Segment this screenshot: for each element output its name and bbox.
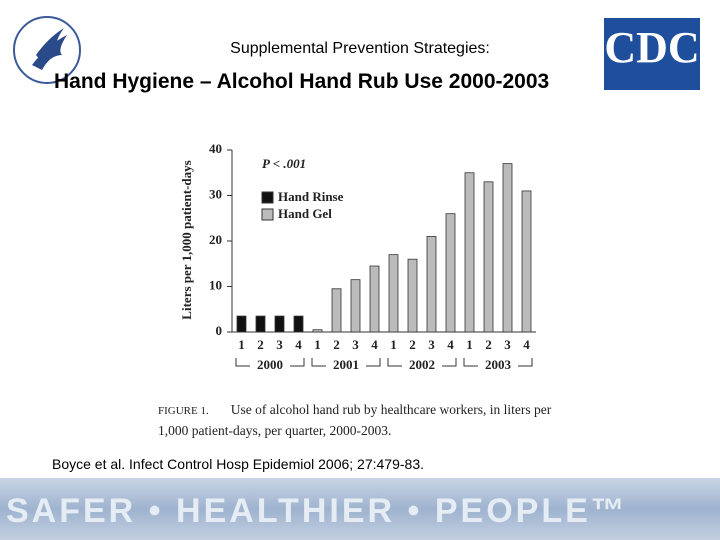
bar	[369, 265, 380, 333]
bar	[255, 315, 266, 333]
x-tick-label: 2	[257, 337, 264, 352]
x-tick-label: 4	[295, 337, 302, 352]
figure-caption: FIGURE 1. Use of alcohol hand rub by heal…	[158, 400, 578, 440]
y-tick-label: 0	[216, 323, 223, 338]
group-bracket	[311, 358, 381, 367]
x-tick-label: 3	[276, 337, 283, 352]
legend-swatch	[261, 191, 274, 204]
bar	[236, 315, 247, 333]
bar	[312, 329, 323, 333]
bar	[464, 172, 475, 333]
group-bracket	[235, 358, 305, 367]
group-label: 2002	[409, 357, 435, 372]
caption-text: Use of alcohol hand rub by healthcare wo…	[158, 402, 552, 438]
x-tick-label: 4	[447, 337, 454, 352]
x-tick-label: 1	[314, 337, 321, 352]
x-tick-label: 2	[485, 337, 492, 352]
legend-label: Hand Gel	[278, 206, 332, 221]
bar	[502, 163, 513, 333]
legend-label: Hand Rinse	[278, 189, 344, 204]
caption-label: FIGURE 1.	[158, 405, 209, 417]
x-tick-label: 2	[409, 337, 416, 352]
group-bracket	[387, 358, 457, 367]
y-tick-label: 30	[209, 186, 222, 201]
bar	[483, 181, 494, 333]
x-tick-label: 1	[238, 337, 245, 352]
x-tick-label: 3	[428, 337, 435, 352]
legend-swatch	[261, 208, 274, 221]
group-label: 2001	[333, 357, 359, 372]
x-tick-label: 4	[371, 337, 378, 352]
bar	[426, 236, 437, 333]
bar	[407, 258, 418, 333]
x-tick-label: 3	[352, 337, 359, 352]
bar	[331, 288, 342, 333]
footer-text: SAFER • HEALTHIER • PEOPLE™	[6, 492, 628, 530]
x-tick-label: 2	[333, 337, 340, 352]
bar	[388, 254, 399, 333]
y-tick-label: 20	[209, 232, 222, 247]
group-label: 2003	[485, 357, 512, 372]
slide-title: Hand Hygiene – Alcohol Hand Rub Use 2000…	[54, 70, 550, 93]
x-tick-label: 1	[466, 337, 473, 352]
y-tick-label: 40	[209, 141, 222, 156]
bar	[274, 315, 285, 333]
slide-subtitle: Supplemental Prevention Strategies:	[230, 40, 490, 57]
citation: Boyce et al. Infect Control Hosp Epidemi…	[52, 456, 424, 472]
x-tick-label: 3	[504, 337, 511, 352]
chart: Liters per 1,000 patient-days P < .001 0…	[179, 141, 536, 372]
x-tick-label: 4	[523, 337, 530, 352]
bar	[350, 279, 361, 333]
bar	[445, 213, 456, 333]
y-axis-label: Liters per 1,000 patient-days	[179, 160, 194, 319]
cdc-logo: CDC	[604, 18, 700, 90]
y-tick-label: 10	[209, 277, 222, 292]
group-bracket	[463, 358, 533, 367]
hhs-logo	[13, 16, 81, 84]
x-tick-label: 1	[390, 337, 397, 352]
footer-band: SAFER • HEALTHIER • PEOPLE™	[0, 478, 720, 540]
group-label: 2000	[257, 357, 283, 372]
bar	[521, 190, 532, 333]
annotation: P < .001	[262, 156, 306, 171]
bar	[293, 315, 304, 333]
